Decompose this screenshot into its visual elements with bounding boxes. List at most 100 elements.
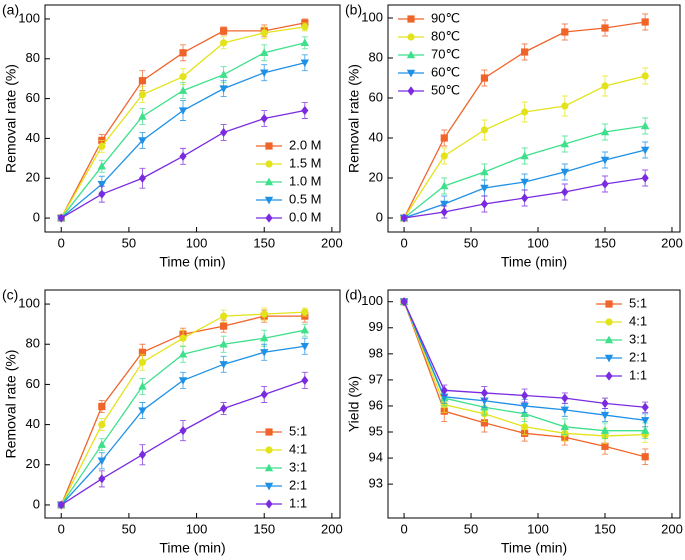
y-tick-label: 60 [26,376,40,391]
marker [641,402,649,412]
y-tick-label: 80 [369,49,383,64]
x-tick-label: 150 [594,521,616,536]
marker [178,377,188,385]
marker [601,398,609,408]
y-tick-label: 0 [376,209,383,224]
y-tick-label: 100 [18,295,40,310]
marker [480,74,489,82]
marker [641,173,649,183]
y-axis-title: Yield (%) [346,376,362,432]
marker [57,213,65,223]
marker [264,463,274,472]
x-tick-label: 200 [321,521,343,536]
y-tick-label: 0 [33,496,40,511]
marker [640,146,650,155]
marker [561,102,569,110]
marker [604,335,614,344]
marker [520,151,529,160]
marker [98,142,106,150]
legend-label: 70℃ [431,46,460,61]
marker [265,446,273,454]
x-tick-label: 200 [661,235,683,250]
marker [601,82,609,90]
marker [138,358,147,366]
marker [480,388,489,398]
x-tick-label: 200 [661,521,683,536]
y-tick-label: 80 [26,336,40,351]
marker [641,453,649,461]
marker [138,407,147,415]
y-tick-label: 100 [361,9,383,24]
x-tick-label: 150 [594,235,616,250]
y-tick-label: 94 [369,450,383,465]
marker [521,193,529,203]
marker [521,48,529,56]
legend-label: 50℃ [431,82,460,97]
marker [138,348,147,356]
legend-label: 60℃ [431,64,460,79]
marker [219,339,228,348]
x-tick-label: 50 [122,521,136,536]
y-axis-title: Removal rate (%) [3,350,19,459]
marker [300,343,310,351]
marker [179,49,187,57]
y-tick-label: 97 [369,371,383,386]
y-axis-title: Removal rate (%) [3,64,19,173]
y-tick-label: 100 [18,10,40,25]
marker [605,371,613,381]
marker [640,121,650,130]
marker [138,91,147,99]
y-tick-label: 40 [369,129,383,144]
y-tick-label: 100 [361,293,383,308]
x-tick-label: 100 [527,521,549,536]
y-tick-label: 95 [369,423,383,438]
marker [260,69,269,78]
legend-label: 1:1 [289,495,307,510]
marker [440,207,448,217]
marker [301,308,309,316]
marker [601,179,609,189]
x-tick-label: 100 [186,521,208,536]
marker [600,156,610,165]
x-axis-title: Time (min) [159,254,225,270]
marker [265,160,273,168]
marker [219,70,228,78]
marker [640,426,650,434]
legend-label: 1:1 [629,367,647,382]
marker [560,168,570,177]
y-tick-label: 20 [26,456,40,471]
marker [301,375,309,385]
legend-label: 2.0 M [289,137,322,152]
legend-label: 1.5 M [289,155,322,170]
x-tick-label: 50 [122,235,136,250]
marker [440,181,449,190]
y-tick-label: 93 [369,476,383,491]
legend-label: 3:1 [629,331,647,346]
y-tick-label: 60 [369,89,383,104]
x-tick-label: 100 [186,235,208,250]
legend-label: 4:1 [629,313,647,328]
marker [260,113,268,124]
legend-label: 3:1 [289,459,307,474]
marker [407,86,415,96]
marker [440,134,448,142]
marker [97,457,107,466]
marker [301,23,309,31]
marker [440,200,449,209]
marker [138,112,147,120]
legend-label: 1.0 M [289,173,322,188]
marker [138,137,147,145]
marker [601,442,609,450]
x-tick-label: 0 [400,235,407,250]
marker [300,325,310,334]
marker [521,390,529,401]
marker [57,500,65,510]
marker [560,406,570,415]
marker [300,38,310,47]
y-axis-title: Removal rate (%) [346,64,362,173]
legend-label: 2:1 [629,349,647,364]
marker [407,33,415,41]
marker [98,474,106,484]
marker [641,18,649,26]
marker [138,382,147,390]
